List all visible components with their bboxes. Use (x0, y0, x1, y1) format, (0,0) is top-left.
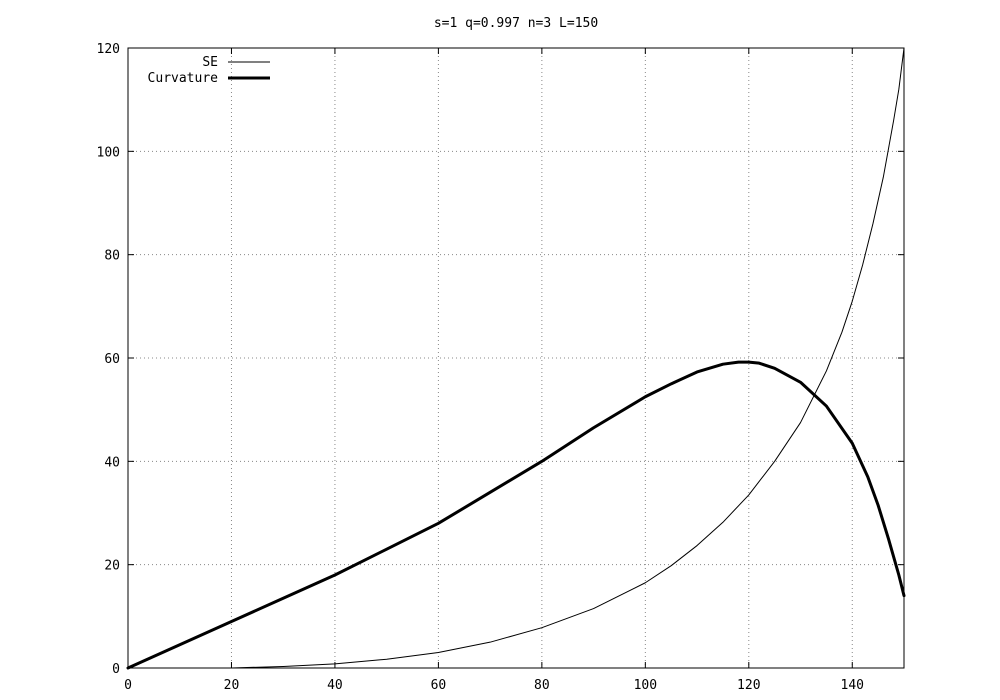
y-tick-label: 20 (104, 559, 120, 574)
y-tick-label: 120 (97, 42, 120, 57)
x-tick-label: 60 (431, 678, 447, 693)
y-tick-label: 0 (112, 662, 120, 677)
x-tick-label: 100 (634, 678, 657, 693)
x-tick-label: 0 (124, 678, 132, 693)
y-tick-label: 100 (97, 145, 120, 160)
x-tick-label: 140 (841, 678, 864, 693)
y-tick-label: 80 (104, 249, 120, 264)
x-tick-label: 80 (534, 678, 550, 693)
x-tick-label: 120 (737, 678, 760, 693)
x-tick-label: 20 (224, 678, 240, 693)
series-line-se (127, 47, 905, 669)
y-tick-label: 60 (104, 352, 120, 367)
chart-title: s=1 q=0.997 n=3 L=150 (434, 16, 598, 31)
axis-ticks: 0 20 40 60 80 100 120 140 0 20 40 60 80 100 120 (97, 42, 904, 693)
series-line-curvature (126, 360, 906, 670)
y-tick-label: 40 (104, 455, 120, 470)
grid-lines (128, 48, 904, 668)
series-lines (126, 47, 906, 670)
legend-label-curvature: Curvature (148, 71, 219, 86)
legend-label-se: SE (202, 55, 218, 70)
x-tick-label: 40 (327, 678, 343, 693)
